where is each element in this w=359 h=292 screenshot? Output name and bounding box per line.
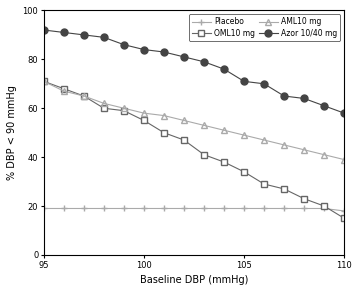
Azor 10/40 mg	[342, 111, 346, 115]
AML10 mg	[302, 148, 306, 152]
Placebo	[142, 207, 146, 210]
AML10 mg	[162, 114, 166, 117]
OML10 mg	[202, 153, 206, 157]
Azor 10/40 mg	[322, 104, 326, 107]
Placebo	[322, 207, 326, 210]
Azor 10/40 mg	[142, 48, 146, 51]
Azor 10/40 mg	[62, 31, 66, 34]
Placebo	[162, 207, 166, 210]
Line: OML10 mg: OML10 mg	[41, 79, 347, 221]
AML10 mg	[122, 107, 126, 110]
Azor 10/40 mg	[282, 94, 286, 98]
Placebo	[122, 207, 126, 210]
AML10 mg	[142, 111, 146, 115]
OML10 mg	[122, 109, 126, 112]
AML10 mg	[42, 80, 46, 83]
Azor 10/40 mg	[102, 36, 106, 39]
OML10 mg	[82, 94, 86, 98]
Legend: Placebo, OML10 mg, AML10 mg, Azor 10/40 mg: Placebo, OML10 mg, AML10 mg, Azor 10/40 …	[189, 14, 340, 41]
Y-axis label: % DBP < 90 mmHg: % DBP < 90 mmHg	[7, 85, 17, 180]
Placebo	[222, 207, 226, 210]
AML10 mg	[282, 143, 286, 147]
Azor 10/40 mg	[82, 33, 86, 37]
AML10 mg	[342, 158, 346, 161]
Placebo	[182, 207, 186, 210]
AML10 mg	[262, 138, 266, 142]
OML10 mg	[102, 107, 106, 110]
AML10 mg	[182, 119, 186, 122]
AML10 mg	[62, 89, 66, 93]
OML10 mg	[282, 187, 286, 191]
Azor 10/40 mg	[302, 97, 306, 100]
Azor 10/40 mg	[182, 55, 186, 59]
Azor 10/40 mg	[162, 50, 166, 54]
AML10 mg	[242, 133, 246, 137]
OML10 mg	[162, 131, 166, 134]
Placebo	[282, 207, 286, 210]
AML10 mg	[322, 153, 326, 157]
Azor 10/40 mg	[122, 43, 126, 46]
OML10 mg	[42, 80, 46, 83]
Azor 10/40 mg	[242, 80, 246, 83]
Placebo	[342, 209, 346, 213]
Line: AML10 mg: AML10 mg	[41, 79, 347, 162]
OML10 mg	[262, 182, 266, 186]
Placebo	[82, 207, 86, 210]
AML10 mg	[82, 94, 86, 98]
OML10 mg	[222, 160, 226, 164]
AML10 mg	[202, 124, 206, 127]
Placebo	[262, 207, 266, 210]
Placebo	[302, 207, 306, 210]
Azor 10/40 mg	[222, 67, 226, 71]
Placebo	[102, 207, 106, 210]
Placebo	[202, 207, 206, 210]
X-axis label: Baseline DBP (mmHg): Baseline DBP (mmHg)	[140, 275, 248, 285]
AML10 mg	[222, 128, 226, 132]
OML10 mg	[242, 170, 246, 173]
OML10 mg	[142, 119, 146, 122]
Azor 10/40 mg	[202, 60, 206, 64]
OML10 mg	[182, 138, 186, 142]
Placebo	[62, 207, 66, 210]
OML10 mg	[322, 204, 326, 208]
Line: Placebo: Placebo	[40, 205, 348, 214]
OML10 mg	[302, 197, 306, 201]
Placebo	[42, 207, 46, 210]
AML10 mg	[102, 102, 106, 105]
Placebo	[242, 207, 246, 210]
Azor 10/40 mg	[262, 82, 266, 86]
OML10 mg	[342, 216, 346, 220]
Azor 10/40 mg	[42, 28, 46, 32]
OML10 mg	[62, 87, 66, 91]
Line: Azor 10/40 mg: Azor 10/40 mg	[40, 27, 348, 117]
